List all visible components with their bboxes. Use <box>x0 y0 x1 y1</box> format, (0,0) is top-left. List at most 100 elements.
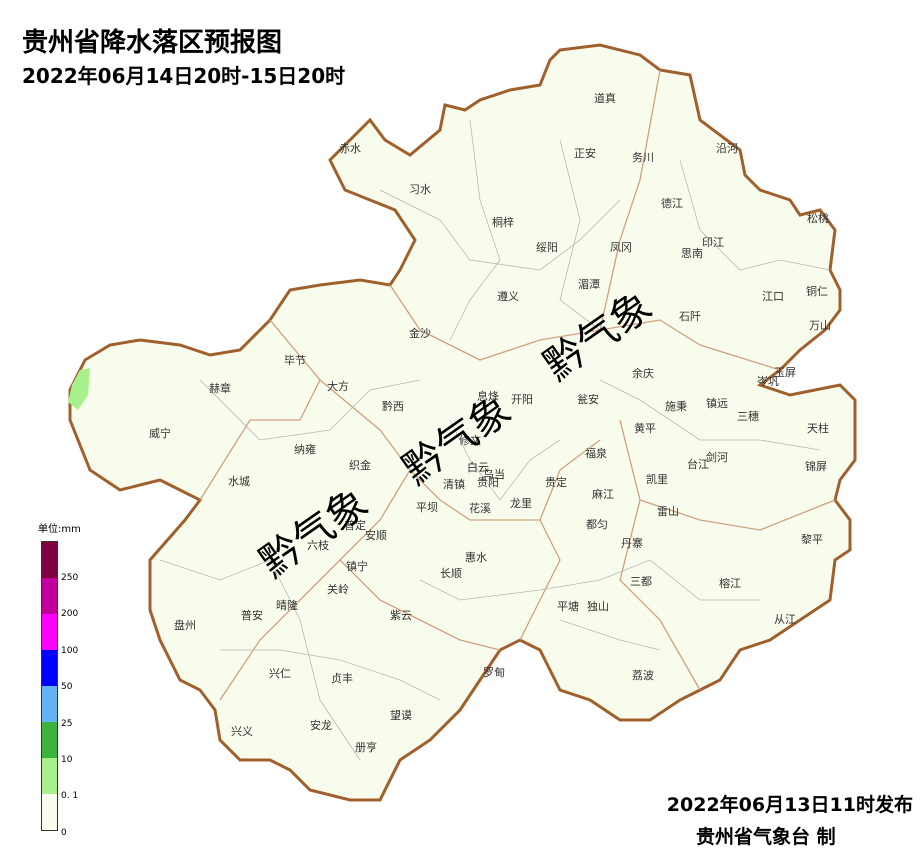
rain-area-light <box>68 368 90 410</box>
county-label: 关岭 <box>327 583 349 596</box>
legend-swatch <box>42 542 57 578</box>
legend-swatch <box>42 614 57 650</box>
county-borders <box>159 119 831 761</box>
county-label: 镇宁 <box>346 560 368 573</box>
province-outline <box>68 43 857 802</box>
county-label: 贵阳 <box>477 476 499 489</box>
county-label: 赫章 <box>209 382 231 395</box>
legend-unit: 单位:mm <box>38 524 81 535</box>
county-label: 惠水 <box>465 551 487 564</box>
county-label: 水城 <box>228 475 250 488</box>
county-label: 榕江 <box>719 577 741 590</box>
map-title: 贵州省降水落区预报图 <box>22 28 283 58</box>
county-label: 石阡 <box>679 310 701 323</box>
county-label: 安龙 <box>310 719 332 732</box>
county-label: 岑巩 <box>757 375 779 388</box>
county-label: 台江 <box>687 458 709 471</box>
county-label: 贞丰 <box>331 672 353 685</box>
county-label: 普定 <box>344 519 366 532</box>
county-label: 花溪 <box>469 502 491 515</box>
county-label: 兴义 <box>231 725 253 738</box>
county-label: 兴仁 <box>269 667 291 680</box>
county-label: 遵义 <box>497 290 519 303</box>
legend-tick: 0 <box>61 827 67 838</box>
county-label: 黄平 <box>634 422 656 435</box>
county-label: 清镇 <box>443 478 465 491</box>
legend-swatch <box>42 578 57 614</box>
legend-tick: 100 <box>61 645 79 656</box>
county-label: 平坝 <box>416 501 438 514</box>
county-label: 印江 <box>702 236 724 249</box>
legend-colorbar <box>41 541 58 831</box>
county-label: 荔波 <box>632 669 654 682</box>
county-label: 丹寨 <box>621 537 643 550</box>
county-label: 绥阳 <box>536 241 558 254</box>
county-label: 息烽 <box>477 390 499 403</box>
county-label: 册亨 <box>355 741 377 754</box>
county-label: 普安 <box>241 609 263 622</box>
issuer: 贵州省气象台 制 <box>696 826 836 848</box>
county-label: 德江 <box>661 197 683 210</box>
county-label: 麻江 <box>592 488 614 501</box>
county-label: 万山 <box>809 319 831 332</box>
legend-tick: 10 <box>61 755 73 765</box>
county-label: 沿河 <box>716 142 738 155</box>
county-label: 正安 <box>574 147 596 160</box>
county-label: 开阳 <box>511 393 533 406</box>
county-label: 施秉 <box>665 400 687 413</box>
county-label: 天柱 <box>807 422 829 435</box>
legend-tick: 50 <box>61 682 73 693</box>
county-label: 毕节 <box>284 354 306 367</box>
county-label: 纳雍 <box>294 443 316 456</box>
county-label: 威宁 <box>149 427 171 440</box>
county-label: 三穗 <box>737 410 759 423</box>
county-label: 桐梓 <box>492 216 514 229</box>
county-label: 贵定 <box>545 476 567 489</box>
legend-swatch <box>42 794 57 830</box>
county-label: 玉屏 <box>774 366 796 379</box>
county-label: 大方 <box>327 380 349 393</box>
county-label: 金沙 <box>409 327 431 340</box>
county-label: 福泉 <box>585 447 607 460</box>
county-label: 罗甸 <box>483 666 505 679</box>
county-label: 松桃 <box>807 212 829 225</box>
issue-time: 2022年06月13日11时发布 <box>666 794 913 816</box>
legend-tick: 200 <box>61 609 79 620</box>
county-label: 凯里 <box>646 473 668 486</box>
legend-tick: 250 <box>61 573 79 583</box>
county-label: 望谟 <box>390 709 412 722</box>
forecast-period: 2022年06月14日20时-15日20时 <box>22 64 346 88</box>
county-label: 平塘 <box>557 600 579 613</box>
county-label: 都匀 <box>586 518 608 531</box>
county-label: 道真 <box>594 92 616 105</box>
county-label: 凤冈 <box>610 241 632 254</box>
county-label: 长顺 <box>440 567 462 580</box>
county-label: 织金 <box>349 459 371 472</box>
county-label: 务川 <box>632 151 654 164</box>
county-label: 瓮安 <box>577 393 599 406</box>
county-label: 乌当 <box>483 468 505 481</box>
county-label: 修文 <box>459 434 481 447</box>
county-label: 独山 <box>587 600 609 613</box>
legend-swatch <box>42 686 57 722</box>
county-label: 余庆 <box>632 367 654 380</box>
county-label: 黔西 <box>382 400 404 413</box>
county-label: 思南 <box>681 247 703 260</box>
county-label: 晴隆 <box>276 599 298 612</box>
county-label: 雷山 <box>657 505 679 518</box>
county-label: 江口 <box>762 290 784 303</box>
county-label: 盘州 <box>174 619 196 632</box>
county-label: 紫云 <box>390 609 412 622</box>
prefecture-borders <box>199 69 836 701</box>
legend-swatch <box>42 650 57 686</box>
legend-tick: 0. 1 <box>61 791 79 802</box>
county-label: 镇远 <box>706 397 728 410</box>
county-label: 习水 <box>409 183 431 196</box>
county-label: 三都 <box>630 575 652 588</box>
legend-swatch <box>42 722 57 758</box>
legend-tick: 25 <box>61 718 73 729</box>
county-label: 龙里 <box>510 497 532 510</box>
county-label: 剑河 <box>706 451 728 464</box>
county-label: 从江 <box>774 613 796 626</box>
county-label: 黎平 <box>801 533 823 546</box>
